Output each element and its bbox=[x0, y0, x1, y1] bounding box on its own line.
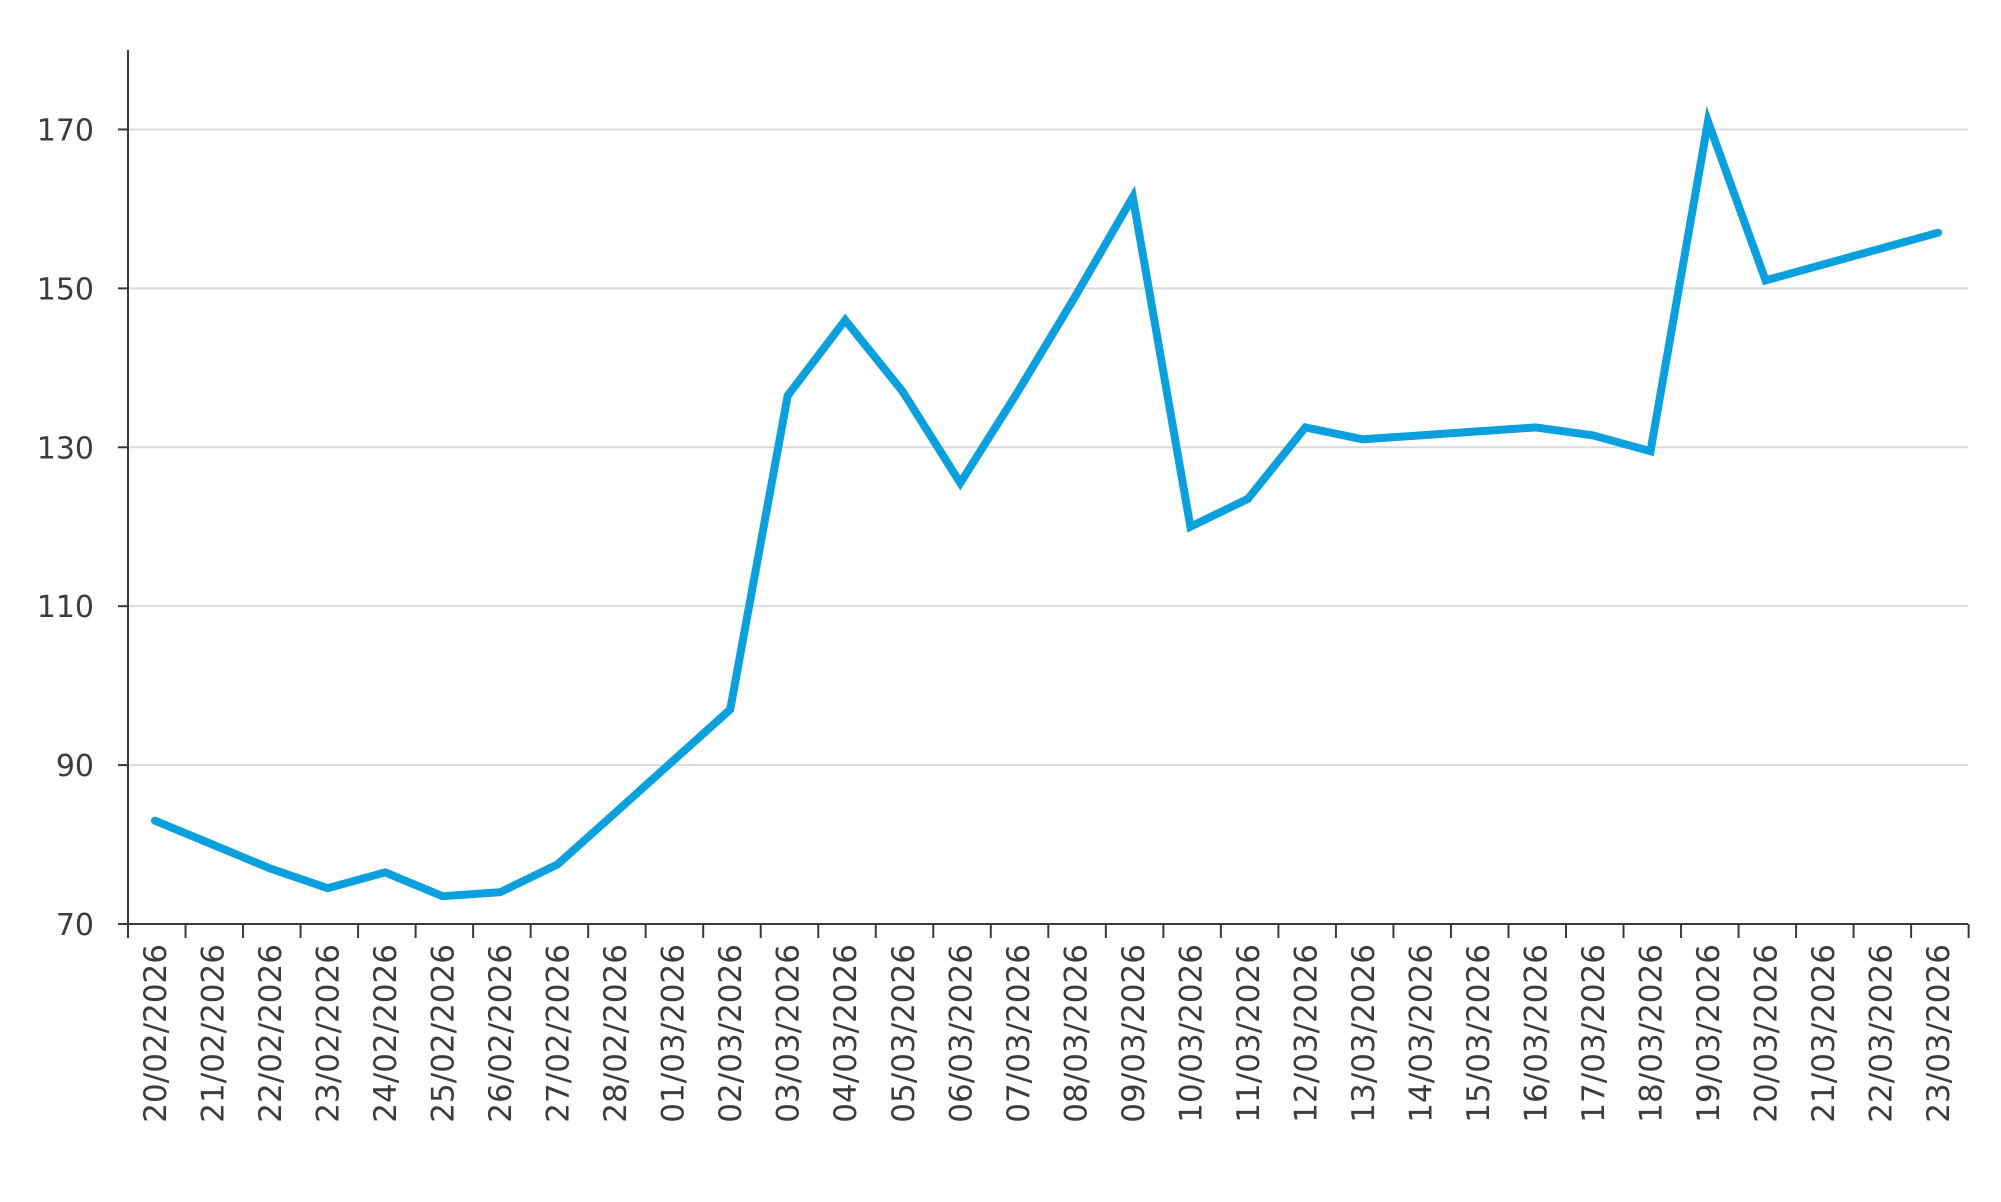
y-tick-label: 110 bbox=[37, 590, 94, 625]
y-tick-label: 90 bbox=[56, 749, 94, 784]
x-tick-label: 20/02/2026 bbox=[138, 944, 174, 1123]
x-tick-label: 13/03/2026 bbox=[1346, 944, 1382, 1123]
x-tick-label: 01/03/2026 bbox=[656, 944, 692, 1123]
y-tick-label: 170 bbox=[37, 113, 94, 148]
series-group bbox=[151, 106, 1943, 901]
x-tick-label: 20/03/2026 bbox=[1749, 944, 1785, 1123]
x-tick-label: 25/02/2026 bbox=[426, 944, 462, 1123]
x-tick-label: 19/03/2026 bbox=[1691, 944, 1727, 1123]
x-tick-label: 06/03/2026 bbox=[943, 944, 979, 1123]
x-tick-label: 02/03/2026 bbox=[713, 944, 749, 1123]
x-axis-ticks: 20/02/2026 21/02/2026 22/02/2026 23/02/2026… bbox=[127, 924, 1970, 1123]
x-tick-label: 24/02/2026 bbox=[368, 944, 404, 1123]
y-tick-label: 130 bbox=[37, 431, 94, 466]
y-tick-label: 150 bbox=[37, 272, 94, 307]
series-line bbox=[151, 106, 1943, 901]
y-axis-ticks: 70 90 110 130 150 170 bbox=[37, 113, 128, 943]
x-tick-label: 10/03/2026 bbox=[1173, 944, 1209, 1123]
x-tick-label: 23/03/2026 bbox=[1921, 944, 1957, 1123]
x-tick-label: 28/02/2026 bbox=[598, 944, 634, 1123]
x-tick-label: 21/03/2026 bbox=[1806, 944, 1842, 1123]
x-tick-label: 22/03/2026 bbox=[1864, 944, 1900, 1123]
x-tick-label: 11/03/2026 bbox=[1231, 944, 1267, 1123]
x-tick-label: 26/02/2026 bbox=[483, 944, 519, 1123]
x-tick-label: 12/03/2026 bbox=[1288, 944, 1324, 1123]
x-tick-label: 08/03/2026 bbox=[1058, 944, 1094, 1123]
x-tick-label: 04/03/2026 bbox=[828, 944, 864, 1123]
x-tick-label: 18/03/2026 bbox=[1634, 944, 1670, 1123]
x-tick-label: 14/03/2026 bbox=[1403, 944, 1439, 1123]
x-tick-label: 09/03/2026 bbox=[1116, 944, 1152, 1123]
x-tick-label: 21/02/2026 bbox=[196, 944, 232, 1123]
y-tick-label: 70 bbox=[56, 908, 94, 943]
x-tick-label: 07/03/2026 bbox=[1001, 944, 1037, 1123]
x-tick-label: 16/03/2026 bbox=[1518, 944, 1554, 1123]
x-tick-label: 05/03/2026 bbox=[886, 944, 922, 1123]
x-tick-label: 17/03/2026 bbox=[1576, 944, 1612, 1123]
axes bbox=[127, 50, 1968, 934]
x-tick-label: 22/02/2026 bbox=[253, 944, 289, 1123]
x-tick-label: 03/03/2026 bbox=[771, 944, 807, 1123]
x-tick-label: 15/03/2026 bbox=[1461, 944, 1497, 1123]
x-tick-label: 23/02/2026 bbox=[311, 944, 347, 1123]
gridlines bbox=[128, 128, 1968, 767]
x-tick-label: 27/02/2026 bbox=[541, 944, 577, 1123]
